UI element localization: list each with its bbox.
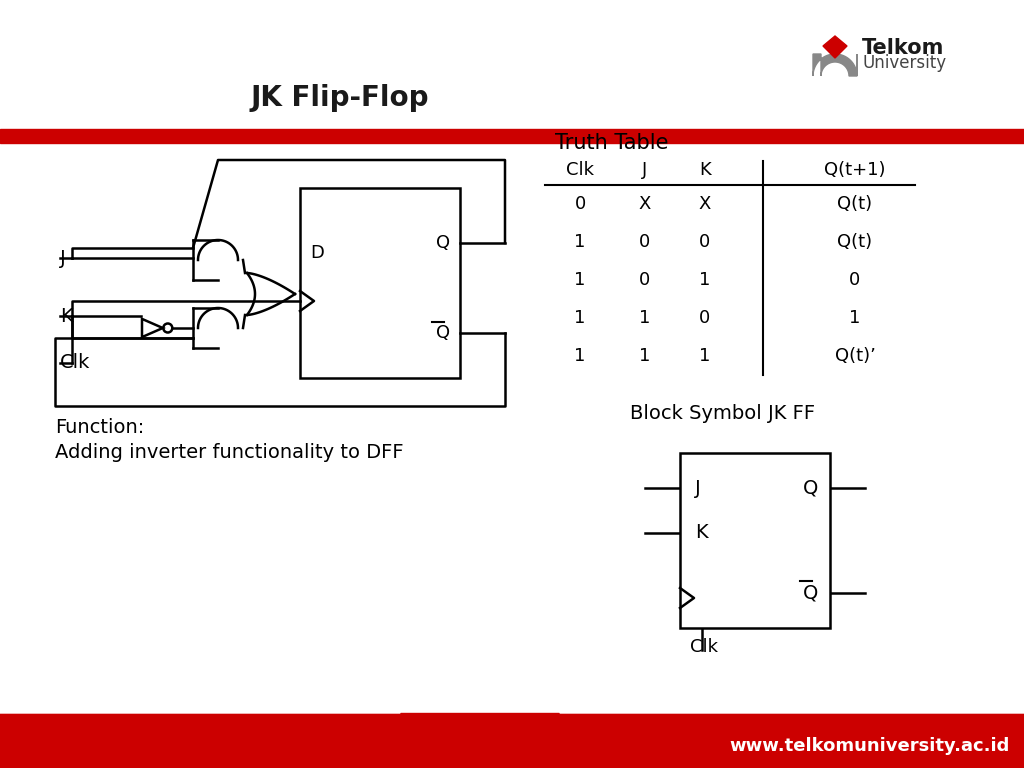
- Text: Q(t)’: Q(t)’: [835, 347, 876, 365]
- Text: Q: Q: [803, 478, 818, 498]
- Text: Clk: Clk: [690, 638, 718, 656]
- Polygon shape: [560, 696, 1024, 713]
- Text: K: K: [695, 524, 708, 542]
- Bar: [0, 713, 1024, 768]
- Text: Q: Q: [803, 584, 818, 603]
- Text: Clk: Clk: [60, 353, 90, 372]
- Text: 1: 1: [699, 347, 711, 365]
- Text: Function:: Function:: [55, 418, 144, 437]
- Text: Truth Table: Truth Table: [555, 133, 669, 153]
- Text: 1: 1: [574, 309, 586, 327]
- Text: 0: 0: [574, 195, 586, 213]
- Polygon shape: [813, 54, 857, 76]
- Text: 0: 0: [699, 309, 711, 327]
- Text: J: J: [695, 478, 700, 498]
- Text: 0: 0: [639, 271, 650, 289]
- Text: X: X: [639, 195, 651, 213]
- Text: K: K: [60, 306, 73, 326]
- Bar: [0, 129, 1024, 143]
- Text: 1: 1: [574, 233, 586, 251]
- Polygon shape: [823, 36, 847, 58]
- Text: Q: Q: [436, 324, 450, 342]
- Text: JK Flip-Flop: JK Flip-Flop: [251, 84, 429, 112]
- Text: Q(t+1): Q(t+1): [824, 161, 886, 179]
- Text: J: J: [60, 249, 66, 267]
- Text: Q(t): Q(t): [838, 233, 872, 251]
- Bar: [0, 0, 1024, 138]
- Text: K: K: [699, 161, 711, 179]
- Text: 1: 1: [639, 347, 650, 365]
- Text: 0: 0: [699, 233, 711, 251]
- Text: 1: 1: [639, 309, 650, 327]
- Bar: [680, 453, 830, 628]
- Text: Block Symbol JK FF: Block Symbol JK FF: [630, 404, 815, 423]
- Text: Q: Q: [436, 234, 450, 252]
- Text: J: J: [642, 161, 647, 179]
- Text: University: University: [862, 54, 946, 72]
- Text: Q(t): Q(t): [838, 195, 872, 213]
- Text: Clk: Clk: [566, 161, 594, 179]
- Text: Adding inverter functionality to DFF: Adding inverter functionality to DFF: [55, 443, 403, 462]
- Polygon shape: [0, 688, 400, 713]
- Text: 1: 1: [574, 271, 586, 289]
- Text: 1: 1: [849, 309, 861, 327]
- Text: 0: 0: [639, 233, 650, 251]
- Bar: [300, 188, 460, 378]
- Text: 1: 1: [699, 271, 711, 289]
- Text: D: D: [310, 244, 324, 262]
- Text: 1: 1: [574, 347, 586, 365]
- Text: X: X: [698, 195, 712, 213]
- Text: 0: 0: [849, 271, 860, 289]
- Text: Telkom: Telkom: [862, 38, 944, 58]
- Text: www.telkomuniversity.ac.id: www.telkomuniversity.ac.id: [730, 737, 1011, 755]
